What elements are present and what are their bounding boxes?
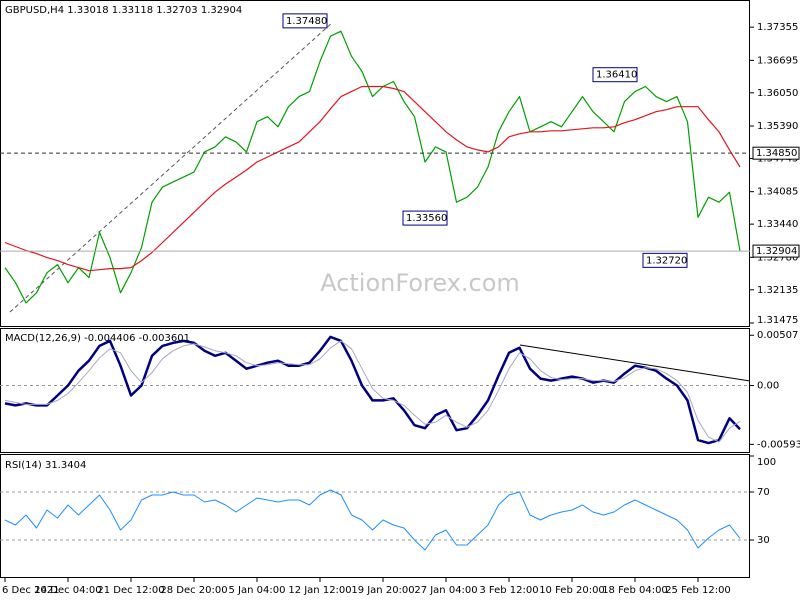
x-tick-label: 12 Jan 12:00 <box>288 585 351 596</box>
y-tick-label: 1.36050 <box>757 88 798 99</box>
price-label-box <box>752 244 800 258</box>
y-tick-label: 1.36695 <box>757 55 798 66</box>
panel-title: MACD(12,26,9) -0.004406 -0.003601 <box>5 333 190 344</box>
y-tick-label: 1.34085 <box>757 187 798 198</box>
series-line <box>4 85 741 272</box>
y-tick-label: 1.31475 <box>757 315 798 326</box>
annotation-box <box>642 252 688 268</box>
annotation-label: 1.36410 <box>596 70 637 81</box>
y-tick-label: 1.33440 <box>757 219 798 230</box>
trend-line <box>9 21 334 313</box>
x-tick-label: 3 Feb 12:00 <box>479 585 538 596</box>
price-panel <box>0 0 750 327</box>
annotation-box <box>402 210 448 226</box>
y-tick-label: 1.35390 <box>757 121 798 132</box>
annotation-label: 1.37480 <box>286 16 327 27</box>
y-tick-label: 30 <box>757 535 770 546</box>
x-tick-label: 28 Dec 20:00 <box>160 585 227 596</box>
x-tick-label: 27 Jan 04:00 <box>414 585 477 596</box>
x-tick-label: 5 Jan 04:00 <box>229 585 286 596</box>
panel-title: RSI(14) 31.3404 <box>5 460 86 471</box>
trend-line <box>519 344 751 382</box>
x-tick-label: 6 Dec 2021 <box>2 585 60 596</box>
x-tick-label: 21 Dec 12:00 <box>97 585 164 596</box>
watermark: ActionForex.com <box>320 269 520 297</box>
y-tick-label: 0.00 <box>757 381 779 392</box>
y-tick-label: 100 <box>757 457 776 468</box>
y-tick-label: 1.37355 <box>757 22 798 33</box>
macd-panel <box>0 328 750 453</box>
x-tick-label: 18 Feb 04:00 <box>602 585 668 596</box>
annotation-label: 1.32720 <box>646 255 687 266</box>
y-tick-label: -0.00593 <box>757 439 800 450</box>
y-tick-label: 1.32780 <box>757 252 798 263</box>
annotation-label: 1.33560 <box>406 213 447 224</box>
series-line <box>4 30 741 304</box>
price-label: 1.34850 <box>756 148 797 159</box>
y-tick-label: 1.32135 <box>757 285 798 296</box>
price-label: 1.32904 <box>756 246 797 257</box>
annotation-box <box>282 13 328 29</box>
x-tick-label: 10 Feb 20:00 <box>539 585 605 596</box>
y-tick-label: 0.00507 <box>757 330 798 341</box>
x-tick-label: 14 Dec 04:00 <box>34 585 101 596</box>
annotation-box <box>592 67 638 83</box>
panel-title: GBPUSD,H4 1.33018 1.33118 1.32703 1.3290… <box>5 5 242 16</box>
x-tick-label: 25 Feb 12:00 <box>665 585 731 596</box>
rsi-panel <box>0 454 750 578</box>
series-line <box>4 489 741 551</box>
price-label-box <box>752 146 800 160</box>
series-line <box>4 335 741 445</box>
y-tick-label: 70 <box>757 487 770 498</box>
series-line <box>4 340 741 443</box>
x-tick-label: 19 Jan 20:00 <box>351 585 414 596</box>
